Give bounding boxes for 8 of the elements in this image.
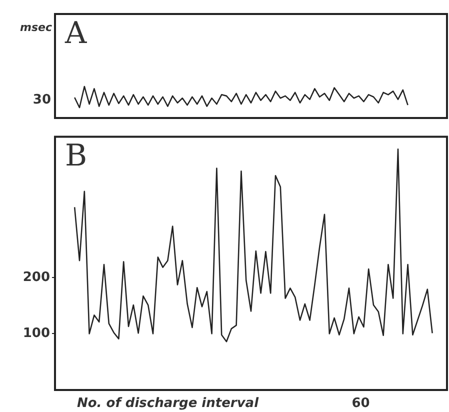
chart-title: A xyxy=(64,16,87,51)
text: 30 xyxy=(32,92,51,108)
x-axis-title: No. of discharge interval xyxy=(77,396,260,411)
text: 60 xyxy=(352,396,370,411)
y-axis-title: msec xyxy=(20,20,52,34)
chart-title: B xyxy=(65,138,88,174)
y-tick-label: 100 xyxy=(22,326,50,342)
y-tick-label: 200 xyxy=(22,270,50,285)
